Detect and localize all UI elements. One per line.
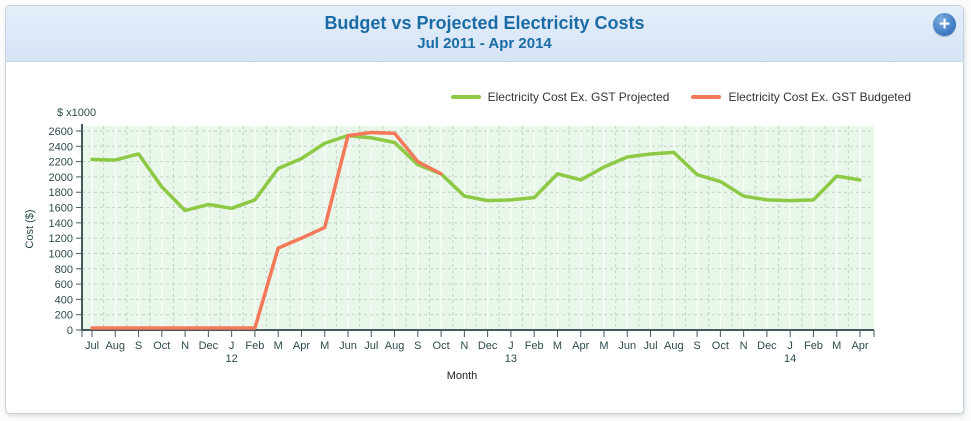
- y-tick-label: 1800: [49, 187, 73, 199]
- x-axis-title: Month: [446, 370, 478, 382]
- x-tick-label: Aug: [664, 340, 684, 352]
- x-tick-label: M: [320, 340, 329, 352]
- x-tick-label: Oct: [433, 340, 450, 352]
- x-tick-label: M: [832, 340, 841, 352]
- x-tick-label: Aug: [385, 340, 405, 352]
- x-tick-label: Apr: [293, 340, 310, 352]
- x-tick-label: Jul: [644, 340, 658, 352]
- year-label: 12: [226, 353, 238, 365]
- y-tick-label: 200: [55, 310, 73, 322]
- x-tick-label: Jul: [85, 340, 99, 352]
- x-tick-label: Aug: [105, 340, 125, 352]
- y-tick-label: 1400: [49, 218, 73, 230]
- legend-label: Electricity Cost Ex. GST Projected: [487, 90, 670, 104]
- x-tick-label: N: [181, 340, 189, 352]
- x-tick-label: S: [693, 340, 700, 352]
- y-axis-title: Cost ($): [24, 209, 36, 249]
- year-label: 14: [784, 353, 796, 365]
- y-tick-label: 0: [67, 325, 73, 337]
- plus-icon: +: [938, 14, 951, 35]
- x-tick-label: Feb: [245, 340, 264, 352]
- series-line-budgeted: [90, 130, 443, 330]
- y-tick-label: 400: [55, 294, 73, 306]
- projected-line-swatch: [450, 95, 481, 99]
- x-tick-label: M: [599, 340, 608, 352]
- x-tick-label: M: [274, 340, 283, 352]
- x-tick-label: Dec: [199, 340, 219, 352]
- x-tick-label: S: [135, 340, 142, 352]
- page-title: Budget vs Projected Electricity Costs: [324, 13, 645, 33]
- x-tick-label: Feb: [525, 340, 544, 352]
- x-tick-label: N: [740, 340, 748, 352]
- x-tick-label: M: [553, 340, 562, 352]
- x-tick-label: Jun: [618, 340, 636, 352]
- y-tick-label: 2000: [49, 172, 73, 184]
- add-button[interactable]: +: [933, 13, 956, 36]
- y-tick-label: 1200: [49, 233, 73, 245]
- y-tick-label: 1600: [49, 203, 73, 215]
- y-tick-label: 600: [55, 279, 73, 291]
- legend-item-budgeted[interactable]: Electricity Cost Ex. GST Budgeted: [691, 90, 911, 104]
- x-tick-label: Feb: [804, 340, 823, 352]
- x-tick-label: N: [460, 340, 468, 352]
- x-tick-label: Apr: [851, 340, 868, 352]
- chart-canvas: 0 200 400 600 800 1000 1200 1400 1600 1800 2000 220…: [49, 124, 875, 365]
- x-tick-label: Apr: [572, 340, 589, 352]
- legend-item-projected[interactable]: Electricity Cost Ex. GST Projected: [450, 90, 670, 104]
- widget-header: Budget vs Projected Electricity Costs Ju…: [6, 6, 963, 62]
- budgeted-line-swatch: [691, 95, 722, 99]
- x-tick-label: Dec: [478, 340, 498, 352]
- legend: Electricity Cost Ex. GST Projected Elect…: [450, 90, 911, 104]
- year-label: 13: [505, 353, 517, 365]
- y-axis-unit-label: $ x1000: [57, 107, 97, 119]
- plot-background: [82, 126, 874, 330]
- x-tick-label: Jul: [364, 340, 378, 352]
- x-tick-label: J: [787, 340, 793, 352]
- x-tick-label: Jun: [339, 340, 357, 352]
- x-tick-label: J: [229, 340, 235, 352]
- chart-area: Electricity Cost Ex. GST Projected Elect…: [6, 62, 963, 413]
- x-tick-label: Oct: [712, 340, 729, 352]
- x-tick-label: S: [414, 340, 421, 352]
- x-tick-label: Dec: [757, 340, 777, 352]
- x-tick-label: J: [508, 340, 513, 352]
- y-tick-label: 1000: [49, 248, 73, 260]
- chart-widget: Budget vs Projected Electricity Costs Ju…: [5, 5, 964, 414]
- series-line-projected: [90, 133, 862, 213]
- y-tick-label: 800: [55, 264, 73, 276]
- y-tick-label: 2400: [49, 141, 73, 153]
- date-range-subtitle: Jul 2011 - Apr 2014: [417, 35, 552, 52]
- y-tick-label: 2200: [49, 157, 73, 169]
- y-tick-label: 2600: [49, 126, 73, 138]
- legend-label: Electricity Cost Ex. GST Budgeted: [728, 90, 911, 104]
- x-tick-label: Oct: [153, 340, 170, 352]
